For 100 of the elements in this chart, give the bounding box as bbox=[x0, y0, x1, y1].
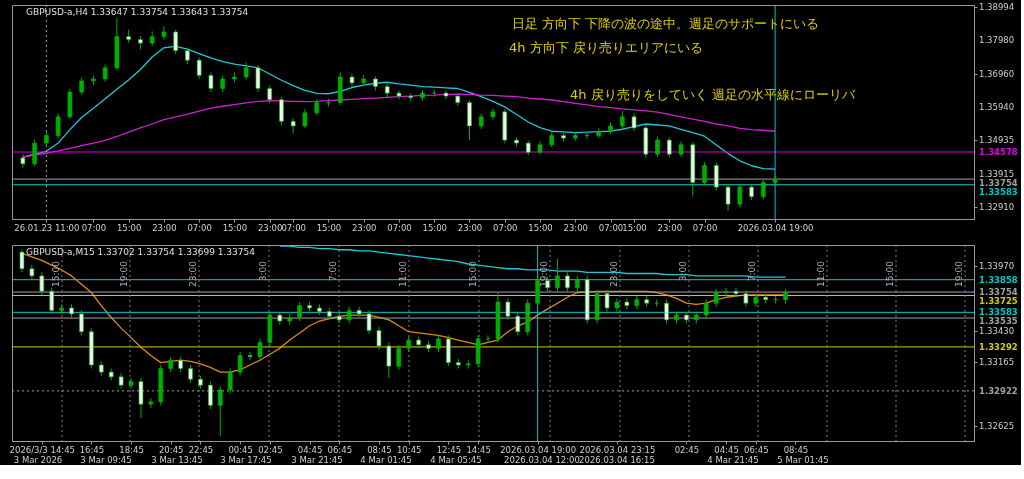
candlestick bbox=[148, 397, 154, 409]
y-tick-label: 1.33970 bbox=[979, 261, 1015, 272]
y-tick-label: 1.36960 bbox=[979, 68, 1015, 79]
candlestick bbox=[714, 162, 719, 191]
annotation: 15:00 bbox=[468, 260, 478, 287]
annotation: 4h 方向下 戻り売りエリアにいる bbox=[509, 40, 703, 55]
text: 2026.03.04 12:00 bbox=[504, 455, 580, 465]
candlestick bbox=[505, 297, 511, 321]
chart-title: GBPUSD-a,H4 1.33647 1.33754 1.33643 1.33754 bbox=[26, 7, 249, 17]
x-tick-label: 07:00 bbox=[387, 222, 412, 233]
candlestick bbox=[79, 309, 84, 336]
candlestick bbox=[227, 368, 233, 394]
x-tick-label: 06:45 bbox=[744, 444, 769, 455]
candlestick bbox=[138, 377, 144, 419]
ref-line-label: 1.33535 bbox=[979, 316, 1018, 327]
y-tick-label: 1.33915 bbox=[979, 168, 1015, 179]
ref-line-label: 1.33754 bbox=[979, 287, 1018, 298]
annotation: 15:00 bbox=[51, 260, 61, 287]
annotation: 3:00 bbox=[258, 260, 268, 282]
text: 3 Mar 09:45 bbox=[80, 455, 132, 465]
annotation: 23:00 bbox=[188, 260, 198, 287]
x-tick-label: 14:45 bbox=[466, 444, 491, 455]
candlestick bbox=[655, 136, 660, 158]
x-tick-label: 18:45 bbox=[119, 444, 144, 455]
candlestick bbox=[772, 175, 778, 186]
x-tick-label: 04:45 bbox=[297, 444, 323, 455]
candlestick bbox=[624, 297, 630, 310]
candlestick bbox=[664, 299, 669, 324]
candlestick bbox=[467, 99, 472, 141]
candlestick bbox=[667, 136, 672, 159]
x-tick-label: 23:00 bbox=[563, 222, 589, 233]
y-tick-label: 1.33165 bbox=[979, 357, 1015, 368]
candlestick bbox=[396, 344, 402, 371]
x-tick-label: 2026/3/3 14:45 bbox=[9, 444, 75, 455]
text: 3 Mar 21:45 bbox=[291, 455, 343, 465]
x-tick-label: 07:00 bbox=[598, 222, 624, 233]
ref-line-label: 1.33292 bbox=[979, 341, 1018, 352]
annotation: 11:00 bbox=[398, 260, 408, 287]
x-tick-label: 23:00 bbox=[351, 222, 377, 233]
x-tick-label: 07:00 bbox=[493, 222, 518, 233]
candlestick bbox=[386, 341, 392, 379]
annotation: 19:00 bbox=[119, 260, 129, 287]
candlestick bbox=[737, 183, 743, 208]
x-tick-label: 02:45 bbox=[674, 444, 700, 455]
x-tick-label: 06:45 bbox=[327, 444, 353, 455]
candlestick bbox=[32, 139, 37, 167]
candlestick bbox=[208, 381, 213, 410]
x-tick-label: 12:45 bbox=[436, 444, 462, 455]
y-tick-label: 1.32910 bbox=[979, 201, 1015, 212]
x-tick-label: 07:00 bbox=[187, 222, 212, 233]
annotation: 15:00 bbox=[885, 260, 895, 287]
x-tick-label: 15:00 bbox=[422, 222, 447, 233]
candlestick bbox=[565, 271, 570, 292]
candlestick bbox=[446, 334, 451, 367]
x-tick-label: 15:00 bbox=[528, 222, 553, 233]
candlestick bbox=[196, 57, 202, 80]
x-tick-label: 23:00 bbox=[257, 222, 283, 233]
annotation: 23:00 bbox=[609, 260, 619, 287]
ref-line-label: 1.32922 bbox=[979, 385, 1018, 396]
x-tick-label: 2026.03.04 23:15 bbox=[579, 444, 656, 455]
candlestick bbox=[237, 351, 243, 377]
x-tick-label: 16:45 bbox=[79, 444, 105, 455]
x-tick-label: 2026.03.04 19:00 bbox=[737, 222, 814, 233]
x-tick-label: 07:00 bbox=[692, 222, 718, 233]
candlestick bbox=[604, 289, 610, 313]
x-tick-label: 22:45 bbox=[188, 444, 214, 455]
y-tick-label: 1.34935 bbox=[979, 135, 1015, 146]
text: 5 Mar 01:45 bbox=[777, 455, 829, 465]
x-tick-label: 08:45 bbox=[367, 444, 392, 455]
x-tick-label: 04:45 bbox=[714, 444, 739, 455]
x-tick-label: 15:00 bbox=[622, 222, 647, 233]
candlestick bbox=[366, 309, 372, 335]
annotation: 7:00 bbox=[328, 260, 338, 282]
x-tick-label: 07:00 bbox=[281, 222, 306, 233]
candlestick bbox=[555, 258, 560, 292]
y-tick-label: 1.35940 bbox=[979, 102, 1015, 113]
chart-title: GBPUSD-a,M15 1.33702 1.33754 1.33699 1.33754 bbox=[26, 247, 256, 257]
x-tick-label: 23:00 bbox=[152, 222, 177, 233]
x-tick-label: 15:00 bbox=[116, 222, 142, 233]
x-tick-label: 10:45 bbox=[396, 444, 422, 455]
y-tick-label: 1.38994 bbox=[979, 1, 1015, 12]
candlestick bbox=[702, 161, 707, 186]
x-tick-label: 15:00 bbox=[316, 222, 342, 233]
candlestick bbox=[302, 108, 308, 129]
candlestick bbox=[761, 178, 766, 200]
annotation: 7:00 bbox=[747, 260, 757, 282]
candlestick bbox=[279, 96, 284, 126]
x-tick-label: 20:45 bbox=[158, 444, 184, 455]
candlestick bbox=[161, 25, 167, 41]
y-tick-label: 1.37980 bbox=[979, 35, 1015, 46]
ref-line-label: 1.33754 bbox=[979, 177, 1018, 188]
annotation: 3:00 bbox=[678, 260, 688, 282]
candlestick bbox=[257, 338, 263, 361]
candlestick bbox=[49, 287, 55, 315]
candlestick bbox=[208, 71, 214, 93]
ref-line-label: 1.33858 bbox=[979, 274, 1018, 285]
annotation: 日足 方向下 下降の波の途中。週足のサポートにいる bbox=[512, 16, 820, 31]
candlestick bbox=[614, 297, 620, 313]
candlestick bbox=[247, 351, 253, 361]
annotation: 11:00 bbox=[816, 260, 826, 287]
